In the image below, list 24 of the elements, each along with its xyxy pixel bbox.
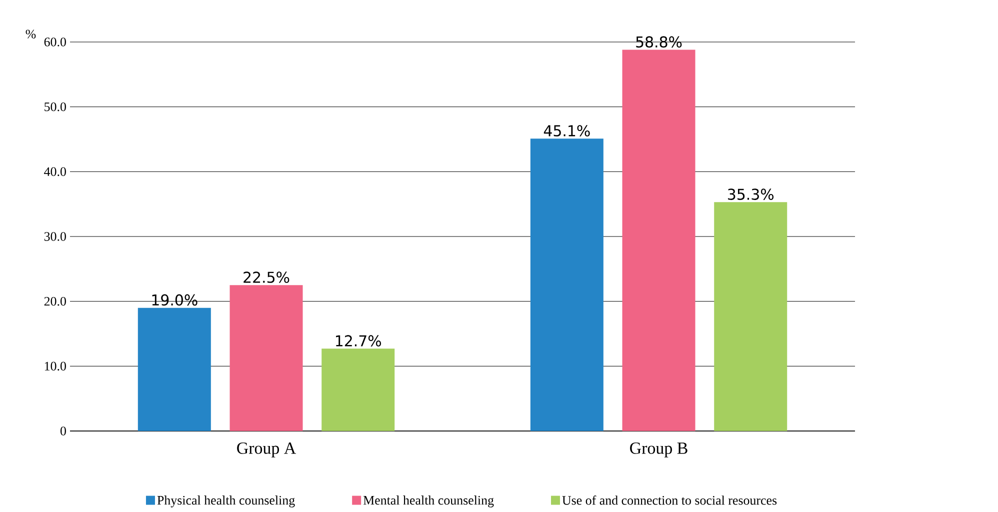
bar [714, 202, 788, 431]
y-tick-label: 10.0 [44, 362, 66, 371]
bar [230, 285, 303, 431]
data-label: 58.8% [636, 36, 682, 48]
bar [622, 50, 696, 431]
legend-label: Physical health counseling [157, 496, 295, 508]
data-label: 22.5% [244, 272, 290, 283]
y-tick-label: 50.0 [44, 102, 66, 112]
legend-label: Use of and connection to social resources [562, 495, 777, 505]
bar [322, 348, 395, 431]
y-tick-label: 30.0 [44, 232, 66, 241]
data-label: 35.3% [728, 188, 774, 200]
y-tick-label: 0 [60, 426, 66, 436]
legend-label: Mental health counseling [363, 496, 494, 508]
data-label: 12.7% [336, 335, 381, 346]
x-tick-label: Group A [237, 442, 296, 458]
bar [530, 138, 604, 431]
x-tick-label: Group B [630, 442, 688, 458]
bar [138, 308, 211, 431]
y-tick-label: 40.0 [44, 167, 66, 176]
data-label: 45.1% [544, 125, 590, 136]
y-tick-label: 60.0 [44, 38, 66, 46]
y-tick-label: 20.0 [44, 296, 66, 306]
y-axis-title: % [26, 30, 36, 38]
